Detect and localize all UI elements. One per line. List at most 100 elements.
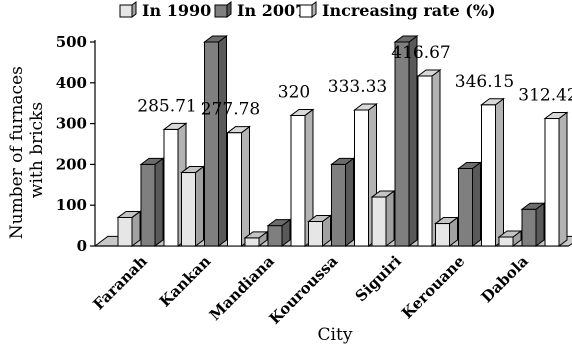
- y-axis: 0 100 200 300 400 500: [56, 33, 96, 255]
- data-label: 312.42: [518, 86, 572, 106]
- bar-increasing-rate-kankan: [226, 125, 251, 247]
- bar-top: [162, 122, 188, 130]
- bar-top: [289, 108, 315, 116]
- bar-2007-mandiana: [266, 218, 292, 247]
- bar-top: [416, 69, 442, 77]
- bar-front: [290, 114, 306, 247]
- bar-increasing-rate-kerouane: [480, 97, 505, 247]
- bar-side: [154, 157, 164, 247]
- bar-front: [163, 128, 179, 247]
- bar-1990-kerouane: [434, 216, 459, 247]
- bar-top: [543, 112, 569, 120]
- legend-item-2007: In 2007: [214, 1, 306, 20]
- y-axis-title-line-2: with bricks: [27, 102, 47, 198]
- bar-side: [241, 125, 250, 247]
- legend-item-increasing-rate: Increasing rate (%): [299, 1, 496, 20]
- bar-top: [226, 126, 251, 134]
- bar-front: [308, 221, 323, 247]
- bar-top: [434, 217, 459, 225]
- bar-top: [457, 161, 482, 169]
- y-tick-label: 0: [77, 237, 87, 255]
- bar-top: [116, 210, 142, 218]
- bar-top: [243, 231, 269, 239]
- legend-label: Increasing rate (%): [322, 1, 496, 20]
- x-category-label: Kankan: [156, 252, 215, 311]
- bar-side: [218, 35, 227, 247]
- bar-side: [385, 190, 395, 247]
- bar-top: [393, 35, 419, 43]
- bar-increasing-rate-siguiri: [416, 68, 442, 247]
- data-label: 277.78: [201, 100, 260, 120]
- bar-side: [431, 68, 441, 247]
- legend-item-1990: In 1990: [119, 1, 211, 20]
- bar-2007-dabola: [520, 202, 546, 247]
- bar-front: [481, 104, 496, 247]
- bar-front: [204, 41, 219, 247]
- data-label: 416.67: [391, 43, 450, 63]
- bar-front: [417, 75, 433, 247]
- legend-swatch-side: [131, 1, 137, 18]
- bar-side: [408, 35, 418, 247]
- y-tick-label: 400: [56, 74, 87, 92]
- bar-top: [330, 157, 355, 165]
- bar-front: [498, 236, 514, 247]
- legend-swatch: [299, 4, 313, 18]
- bar-2007-kankan: [203, 35, 228, 247]
- bar-front: [544, 118, 560, 247]
- bar-front: [244, 237, 260, 247]
- bar-increasing-rate-mandiana: [289, 108, 315, 247]
- bar-1990-kouroussa: [307, 214, 332, 247]
- data-label: 285.71: [137, 96, 196, 116]
- bar-1990-siguiri: [370, 190, 396, 247]
- y-axis-title-line-1: Number of furnaces: [7, 66, 27, 239]
- x-category-label: Kouroussa: [266, 252, 342, 328]
- data-label: 346.15: [455, 72, 514, 92]
- bar-front: [331, 163, 346, 247]
- y-tick-label: 200: [56, 155, 87, 173]
- bar-2007-kouroussa: [330, 157, 355, 247]
- bar-2007-faranah: [139, 157, 165, 247]
- bar-front: [354, 109, 369, 247]
- legend-label: In 2007: [237, 1, 306, 20]
- bar-front: [521, 208, 537, 247]
- bar-1990-dabola: [497, 230, 523, 247]
- bar-side: [472, 161, 481, 247]
- bar-top: [520, 202, 546, 210]
- legend-label: In 1990: [142, 1, 211, 20]
- legend: In 1990 In 2007 Increasing rate (%): [119, 1, 496, 20]
- bar-front: [117, 216, 133, 247]
- bar-increasing-rate-dabola: [543, 111, 569, 247]
- bar-top: [307, 215, 332, 223]
- legend-swatch: [214, 4, 228, 18]
- bar-side: [558, 111, 568, 247]
- bars: [116, 35, 569, 247]
- x-axis-title: City: [318, 325, 353, 345]
- bar-1990-kankan: [180, 165, 205, 247]
- bar-front: [181, 172, 196, 247]
- legend-swatch-side: [226, 1, 232, 18]
- y-tick-label: 300: [56, 115, 87, 133]
- bar-top: [266, 219, 292, 227]
- bar-front: [227, 132, 242, 247]
- bar-front: [140, 163, 156, 247]
- bar-top: [203, 35, 228, 43]
- bar-top: [480, 98, 505, 106]
- bar-2007-siguiri: [393, 35, 419, 247]
- data-label: 333.33: [328, 77, 387, 97]
- y-axis-title: Number of furnaces with bricks: [7, 61, 47, 240]
- bar-side: [535, 202, 545, 247]
- bar-side: [195, 165, 204, 247]
- bar-side: [495, 97, 504, 247]
- bar-front: [371, 196, 387, 247]
- x-category-label: Kerouane: [398, 252, 468, 322]
- bar-front: [267, 225, 283, 247]
- legend-swatch: [119, 4, 133, 18]
- data-label: 320: [278, 82, 310, 102]
- bar-top: [353, 103, 378, 111]
- legend-swatch-side: [311, 1, 317, 18]
- bar-2007-kerouane: [457, 161, 482, 247]
- bar-top: [180, 166, 205, 174]
